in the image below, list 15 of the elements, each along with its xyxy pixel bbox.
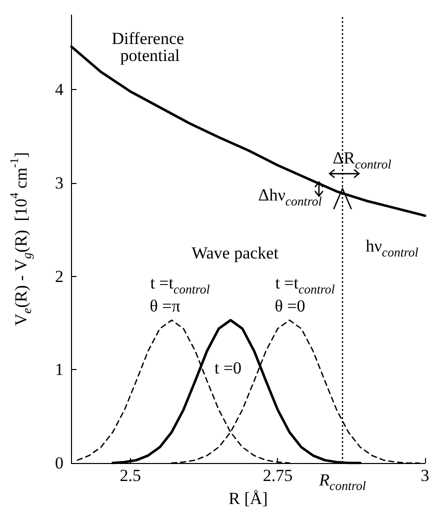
x-tick-label: 2.75 — [262, 466, 293, 485]
y-tick-label: 4 — [55, 80, 64, 100]
x-axis-title: R [Å] — [228, 489, 268, 508]
annotation: Wave packet — [192, 244, 279, 262]
annotation: θ =π — [150, 296, 181, 316]
annotation: t =0 — [214, 358, 242, 378]
y-tick-label: 0 — [55, 454, 64, 472]
y-tick-label: 1 — [55, 360, 64, 380]
y-tick-label: 2 — [55, 266, 64, 286]
x-tick-label: 2.5 — [120, 466, 142, 485]
annotation: θ =0 — [274, 296, 306, 316]
annotation: Difference potential — [112, 29, 188, 65]
y-tick-label: 3 — [55, 174, 64, 192]
x-tick-label: 3 — [420, 466, 430, 485]
text: Ve(R) - Vg(R) [104 cm-1] — [7, 152, 34, 326]
